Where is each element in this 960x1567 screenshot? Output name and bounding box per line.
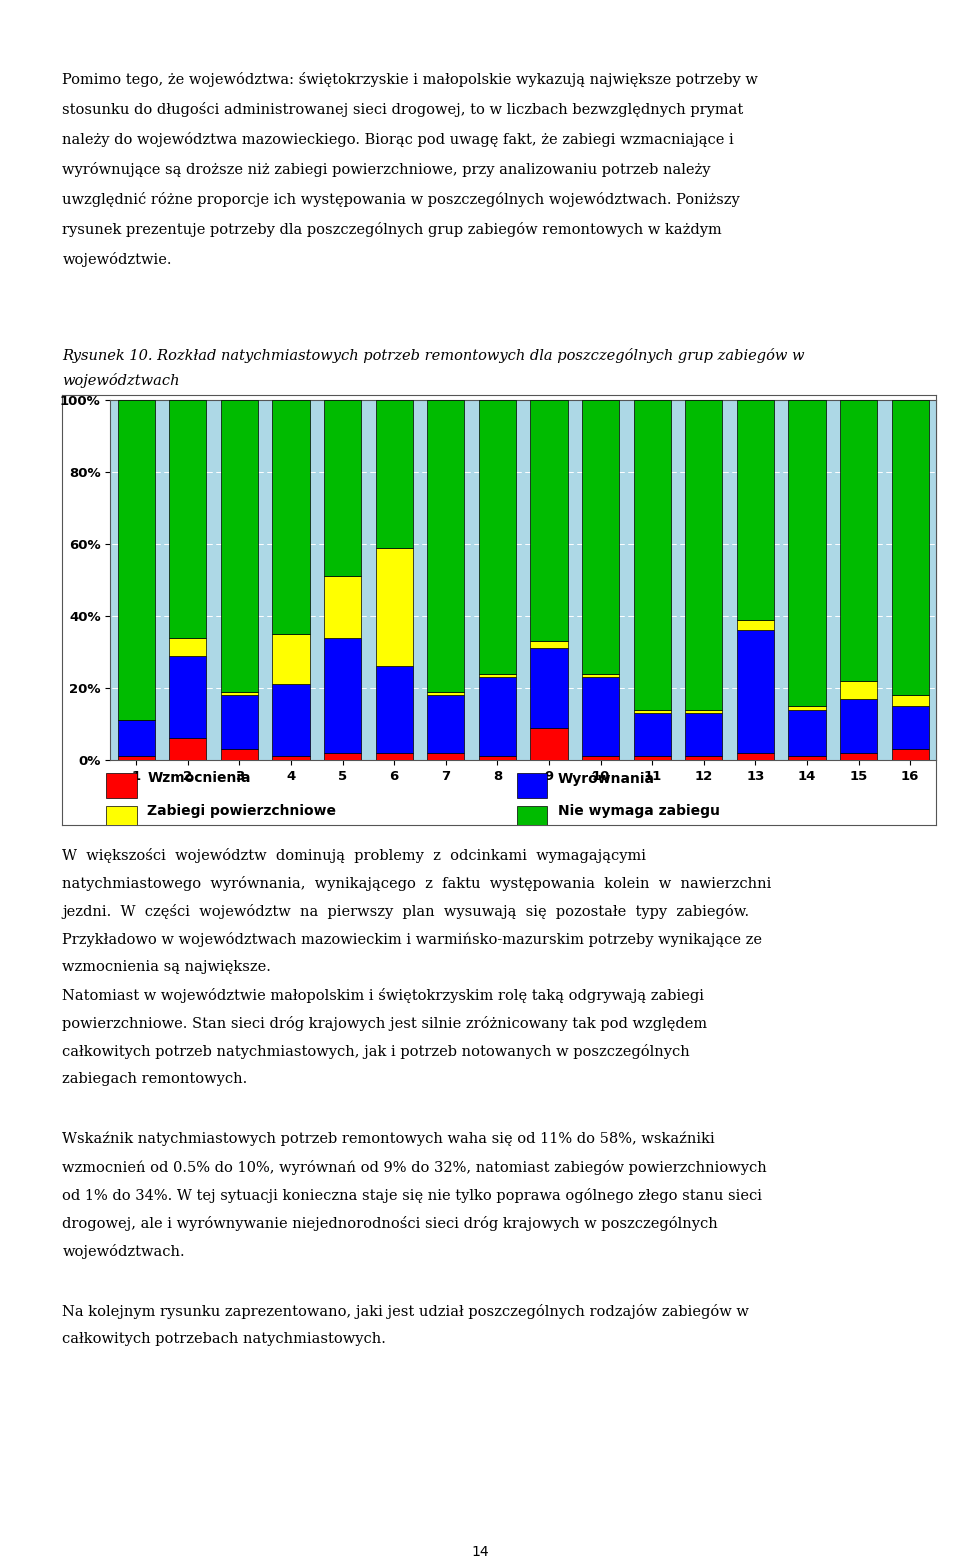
Bar [892, 749, 928, 760]
Text: Nie wymaga zabiegu: Nie wymaga zabiegu [558, 804, 720, 818]
Bar [324, 752, 361, 760]
Bar [169, 638, 206, 655]
Bar [892, 707, 928, 749]
Bar [427, 696, 465, 752]
Text: należy do województwa mazowieckiego. Biorąc pod uwagę fakt, że zabiegi wzmacniaj: należy do województwa mazowieckiego. Bio… [62, 132, 734, 147]
Bar [840, 680, 877, 699]
Text: Pomimo tego, że województwa: świętokrzyskie i małopolskie wykazują największe po: Pomimo tego, że województwa: świętokrzys… [62, 72, 758, 88]
Text: Przykładowo w województwach mazowieckim i warmińsko-mazurskim potrzeby wynikając: Przykładowo w województwach mazowieckim … [62, 932, 762, 946]
Text: Wskaźnik natychmiastowych potrzeb remontowych waha się od 11% do 58%, wskaźniki: Wskaźnik natychmiastowych potrzeb remont… [62, 1131, 715, 1147]
Bar [324, 577, 361, 638]
Bar [479, 757, 516, 760]
Bar [737, 752, 774, 760]
Bar [840, 400, 877, 680]
Bar [375, 547, 413, 666]
Bar [531, 727, 567, 760]
FancyBboxPatch shape [107, 773, 136, 798]
Bar [375, 666, 413, 752]
Text: województwach: województwach [62, 373, 180, 389]
Text: od 1% do 34%. W tej sytuacji konieczna staje się nie tylko poprawa ogólnego złeg: od 1% do 34%. W tej sytuacji konieczna s… [62, 1188, 762, 1203]
Bar [118, 721, 155, 757]
Bar [531, 641, 567, 649]
Text: Natomiast w województwie małopolskim i świętokrzyskim rolę taką odgrywają zabieg: Natomiast w województwie małopolskim i ś… [62, 989, 705, 1003]
Text: Zabiegi powierzchniowe: Zabiegi powierzchniowe [147, 804, 336, 818]
FancyBboxPatch shape [516, 805, 547, 831]
Bar [685, 713, 722, 757]
Bar [737, 630, 774, 752]
Text: Na kolejnym rysunku zaprezentowano, jaki jest udział poszczególnych rodzajów zab: Na kolejnym rysunku zaprezentowano, jaki… [62, 1304, 749, 1319]
Bar [685, 757, 722, 760]
Bar [840, 699, 877, 752]
Bar [788, 710, 826, 757]
Text: powierzchniowe. Stan sieci dróg krajowych jest silnie zróżnicowany tak pod wzglę: powierzchniowe. Stan sieci dróg krajowyc… [62, 1015, 708, 1031]
Bar [479, 400, 516, 674]
Text: całkowitych potrzeb natychmiastowych, jak i potrzeb notowanych w poszczególnych: całkowitych potrzeb natychmiastowych, ja… [62, 1044, 690, 1059]
FancyBboxPatch shape [516, 773, 547, 798]
Text: wzmocnienia są największe.: wzmocnienia są największe. [62, 961, 272, 975]
Bar [273, 400, 309, 635]
Text: Wzmocnienia: Wzmocnienia [147, 771, 251, 785]
Text: województwie.: województwie. [62, 252, 172, 266]
Bar [892, 696, 928, 707]
Bar [118, 400, 155, 721]
Bar [169, 400, 206, 638]
Text: Rysunek 10. Rozkład natychmiastowych potrzeb remontowych dla poszczególnych grup: Rysunek 10. Rozkład natychmiastowych pot… [62, 348, 804, 364]
Text: natychmiastowego  wyrównania,  wynikającego  z  faktu  występowania  kolein  w  : natychmiastowego wyrównania, wynikająceg… [62, 876, 772, 892]
Bar [531, 400, 567, 641]
Text: W  większości  województw  dominują  problemy  z  odcinkami  wymagającymi: W większości województw dominują problem… [62, 848, 646, 863]
Bar [273, 685, 309, 757]
FancyBboxPatch shape [107, 805, 136, 831]
Bar [737, 400, 774, 619]
Bar [634, 710, 671, 713]
Bar [634, 400, 671, 710]
Bar [324, 638, 361, 752]
Bar [324, 400, 361, 577]
Bar [788, 707, 826, 710]
Bar [479, 674, 516, 677]
Bar [788, 400, 826, 707]
Bar [685, 400, 722, 710]
Text: województwach.: województwach. [62, 1244, 185, 1258]
Bar [531, 649, 567, 727]
Bar [427, 400, 465, 691]
Bar [169, 655, 206, 738]
Bar [634, 757, 671, 760]
Bar [582, 674, 619, 677]
Bar [273, 757, 309, 760]
Bar [892, 400, 928, 696]
Text: 14: 14 [471, 1545, 489, 1559]
Bar [118, 757, 155, 760]
Text: RAPORT O STANIE TECHNICZNYM NAWIERZCHNI SIECI DRÓG KRAJOWYCH NA KONIEC 2003 ROKU: RAPORT O STANIE TECHNICZNYM NAWIERZCHNI … [121, 3, 839, 19]
Bar [375, 400, 413, 547]
Text: drogowej, ale i wyrównywanie niejednorodności sieci dróg krajowych w poszczególn: drogowej, ale i wyrównywanie niejednorod… [62, 1216, 718, 1232]
Text: zabiegach remontowych.: zabiegach remontowych. [62, 1072, 248, 1086]
Bar [840, 752, 877, 760]
Text: uwzględnić różne proporcje ich występowania w poszczególnych województwach. Poni: uwzględnić różne proporcje ich występowa… [62, 193, 740, 207]
Bar [737, 619, 774, 630]
Text: jezdni.  W  części  województw  na  pierwszy  plan  wysuwają  się  pozostałe  ty: jezdni. W części województw na pierwszy … [62, 904, 750, 918]
Bar [375, 752, 413, 760]
Text: stosunku do długości administrowanej sieci drogowej, to w liczbach bezwzględnych: stosunku do długości administrowanej sie… [62, 102, 744, 118]
Bar [221, 749, 258, 760]
Text: wzmocnień od 0.5% do 10%, wyrównań od 9% do 32%, natomiast zabiegów powierzchnio: wzmocnień od 0.5% do 10%, wyrównań od 9%… [62, 1160, 767, 1175]
Bar [634, 713, 671, 757]
Bar [221, 691, 258, 696]
Bar [221, 696, 258, 749]
Bar [427, 691, 465, 696]
Bar [169, 738, 206, 760]
Bar [685, 710, 722, 713]
Text: wyrównujące są droższe niż zabiegi powierzchniowe, przy analizowaniu potrzeb nal: wyrównujące są droższe niż zabiegi powie… [62, 161, 711, 177]
Bar [221, 400, 258, 691]
Bar [273, 635, 309, 685]
Text: Wyrównania: Wyrównania [558, 771, 655, 785]
Bar [788, 757, 826, 760]
Bar [582, 757, 619, 760]
Text: całkowitych potrzebach natychmiastowych.: całkowitych potrzebach natychmiastowych. [62, 1332, 386, 1346]
Bar [427, 752, 465, 760]
Bar [582, 400, 619, 674]
Text: rysunek prezentuje potrzeby dla poszczególnych grup zabiegów remontowych w każdy: rysunek prezentuje potrzeby dla poszczeg… [62, 223, 722, 237]
Bar [479, 677, 516, 757]
Bar [582, 677, 619, 757]
